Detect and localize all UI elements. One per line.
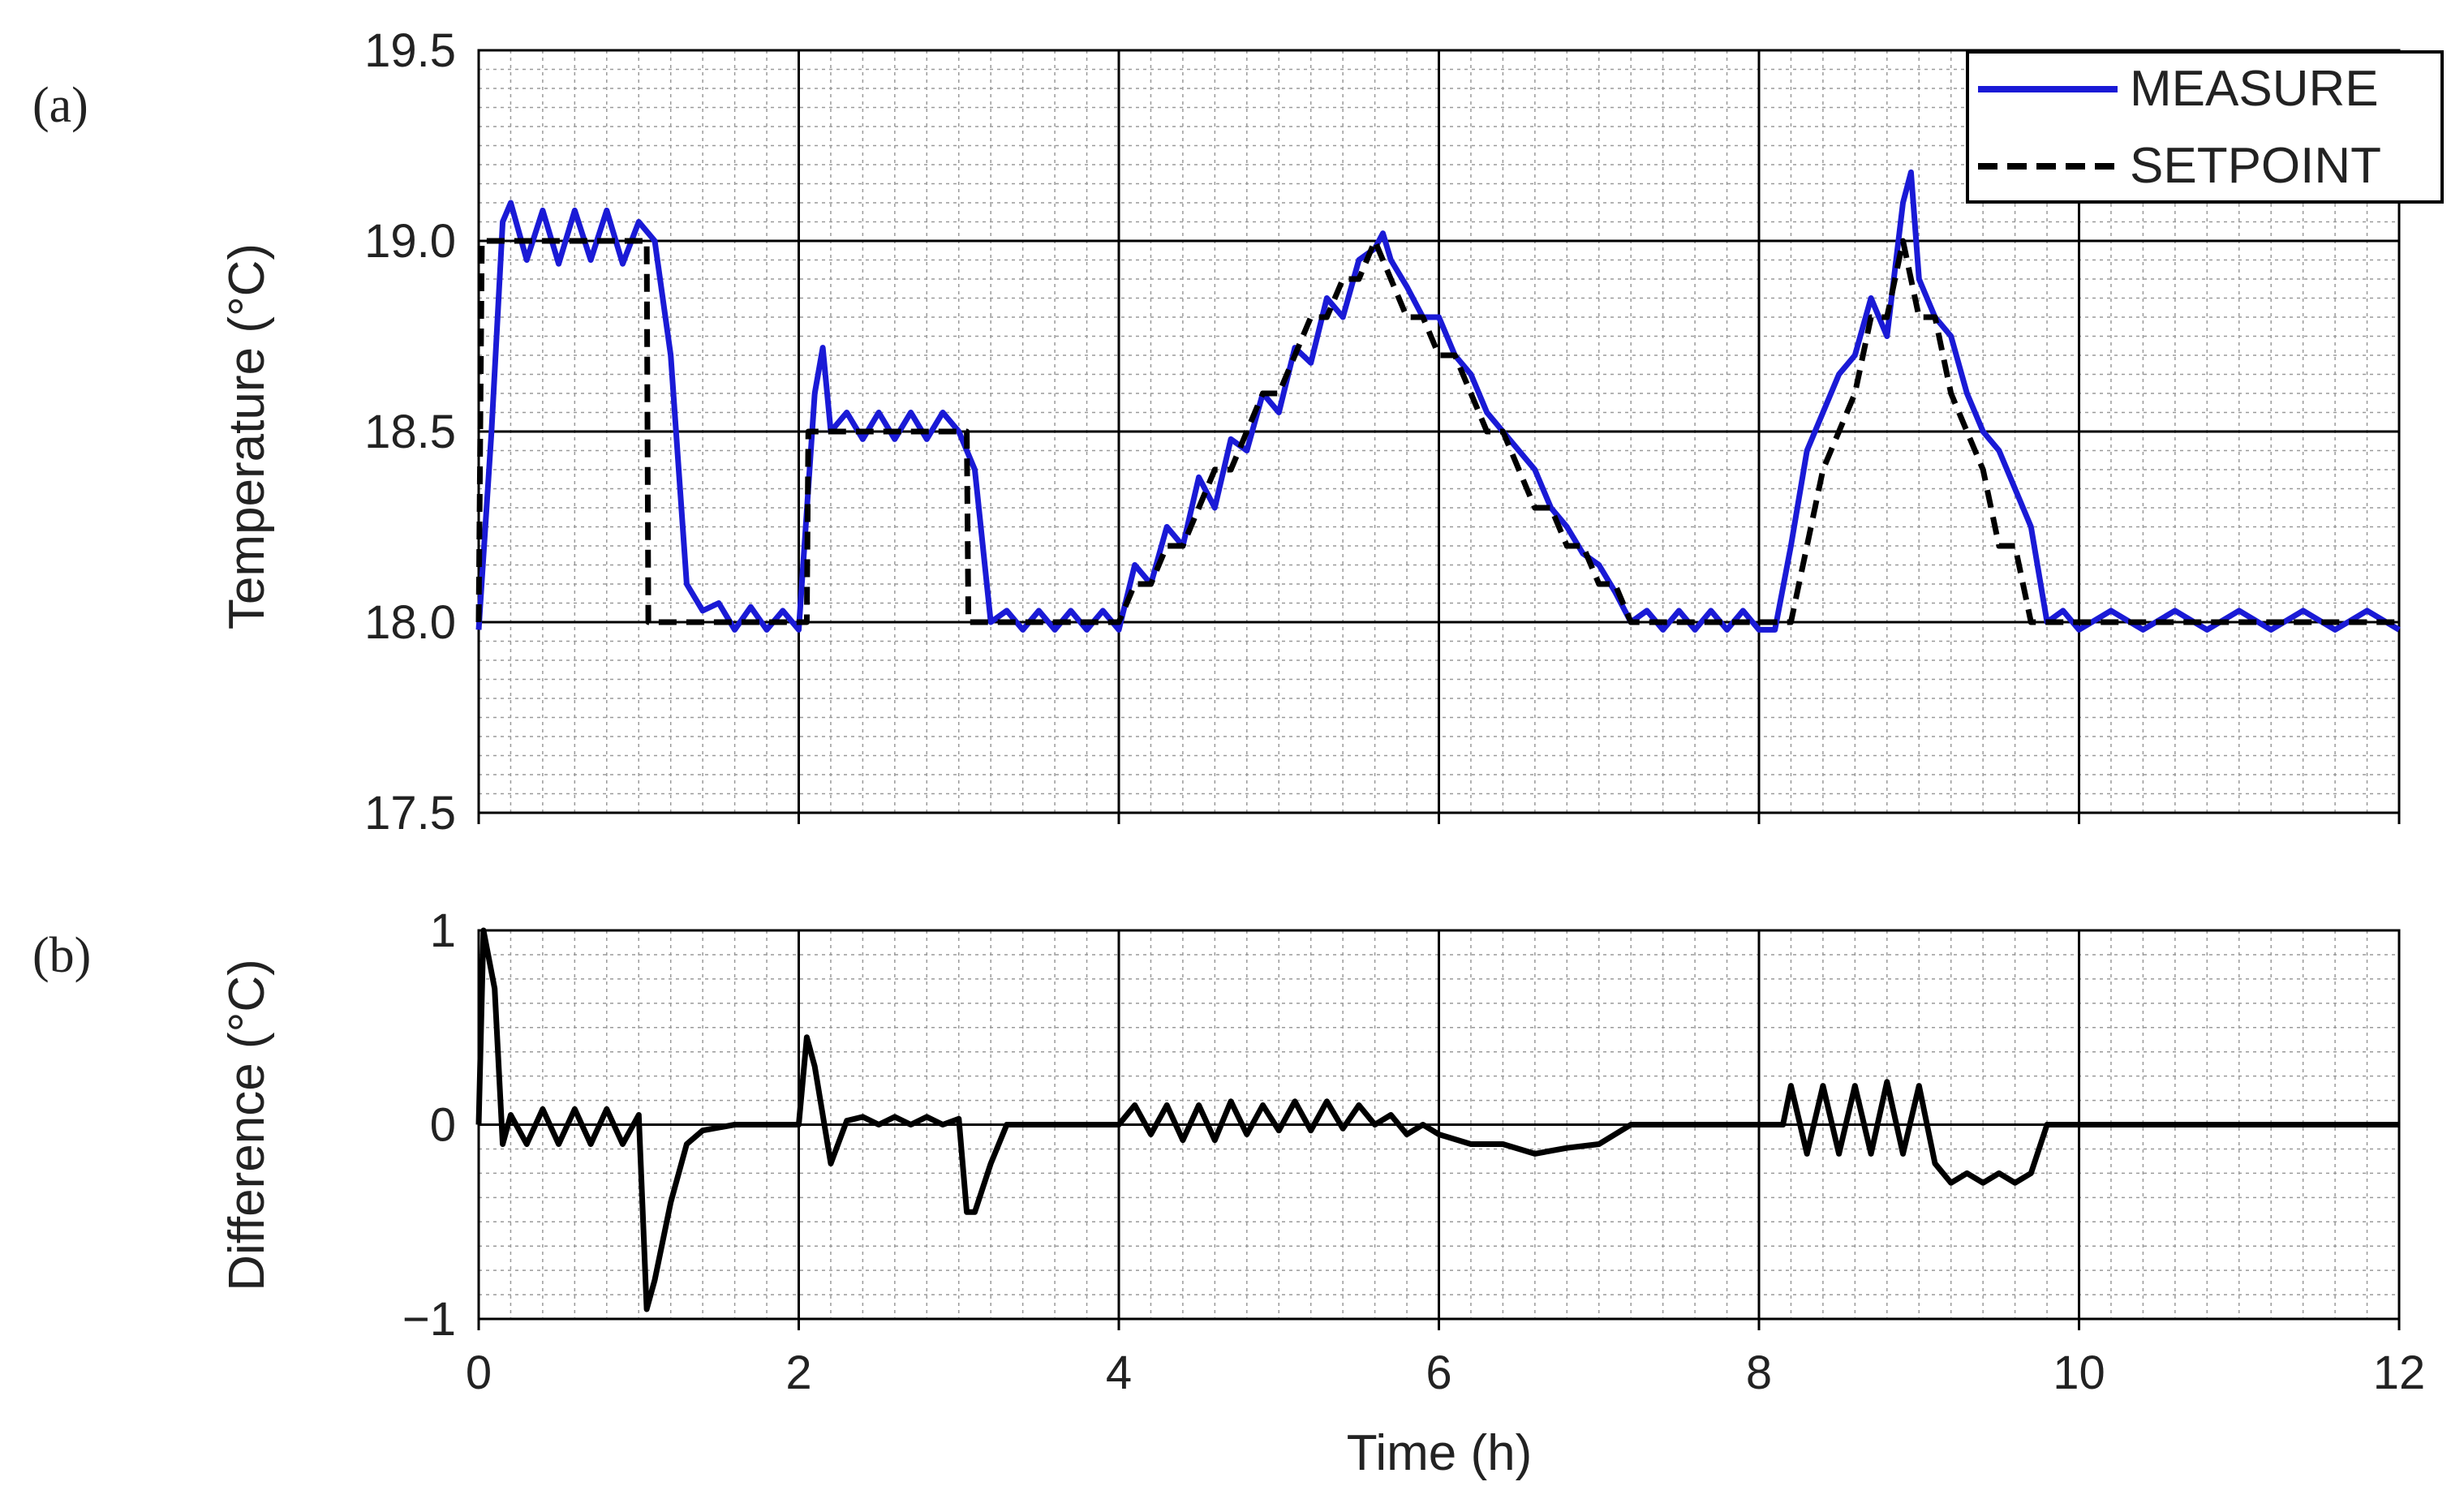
series-line-setpoint: [475, 238, 2399, 625]
x-tick-label: 10: [2053, 1347, 2105, 1399]
panel-b-grid: [477, 929, 2401, 1330]
plot-frame: [477, 49, 2401, 814]
x-tick-label: 8: [1746, 1347, 1772, 1399]
legend-label-measure: MEASURE: [2130, 61, 2379, 117]
panel-a-temperature-chart: (a) 17.5 18.0 18.5 19.0 19.5 Temperature (°C…: [32, 24, 2444, 840]
panel-a-y-axis-title: Temperature (°C): [219, 243, 275, 629]
panel-b-series: [475, 927, 2399, 1312]
y-tick-label: 18.5: [364, 406, 456, 458]
y-tick-label: 0: [430, 1099, 456, 1152]
panel-a-label: (a): [32, 78, 88, 133]
legend-box: [1966, 50, 2444, 204]
x-tick-label: 12: [2373, 1347, 2426, 1399]
panel-b-label: (b): [32, 928, 91, 983]
panel-a-tick-labels: 17.5 18.0 18.5 19.0 19.5: [364, 24, 456, 840]
x-tick-label: 0: [466, 1347, 492, 1399]
panel-b-x-axis-title: Time (h): [1347, 1425, 1532, 1481]
y-tick-label: 17.5: [364, 787, 456, 840]
y-tick-label: −1: [402, 1293, 456, 1346]
y-tick-label: 19.5: [364, 24, 456, 77]
y-tick-label: 18.0: [364, 596, 456, 649]
series-line-difference: [475, 927, 2399, 1312]
y-tick-label: 19.0: [364, 215, 456, 268]
panel-b-y-axis-title: Difference (°C): [219, 959, 275, 1291]
legend-label-setpoint: SETPOINT: [2130, 138, 2381, 194]
x-tick-label: 4: [1106, 1347, 1132, 1399]
panel-a-series: [475, 169, 2401, 633]
y-tick-label: 1: [430, 904, 456, 957]
x-tick-label: 2: [785, 1347, 811, 1399]
legend: MEASURE SETPOINT: [1966, 50, 2444, 204]
x-tick-label: 6: [1426, 1347, 1451, 1399]
